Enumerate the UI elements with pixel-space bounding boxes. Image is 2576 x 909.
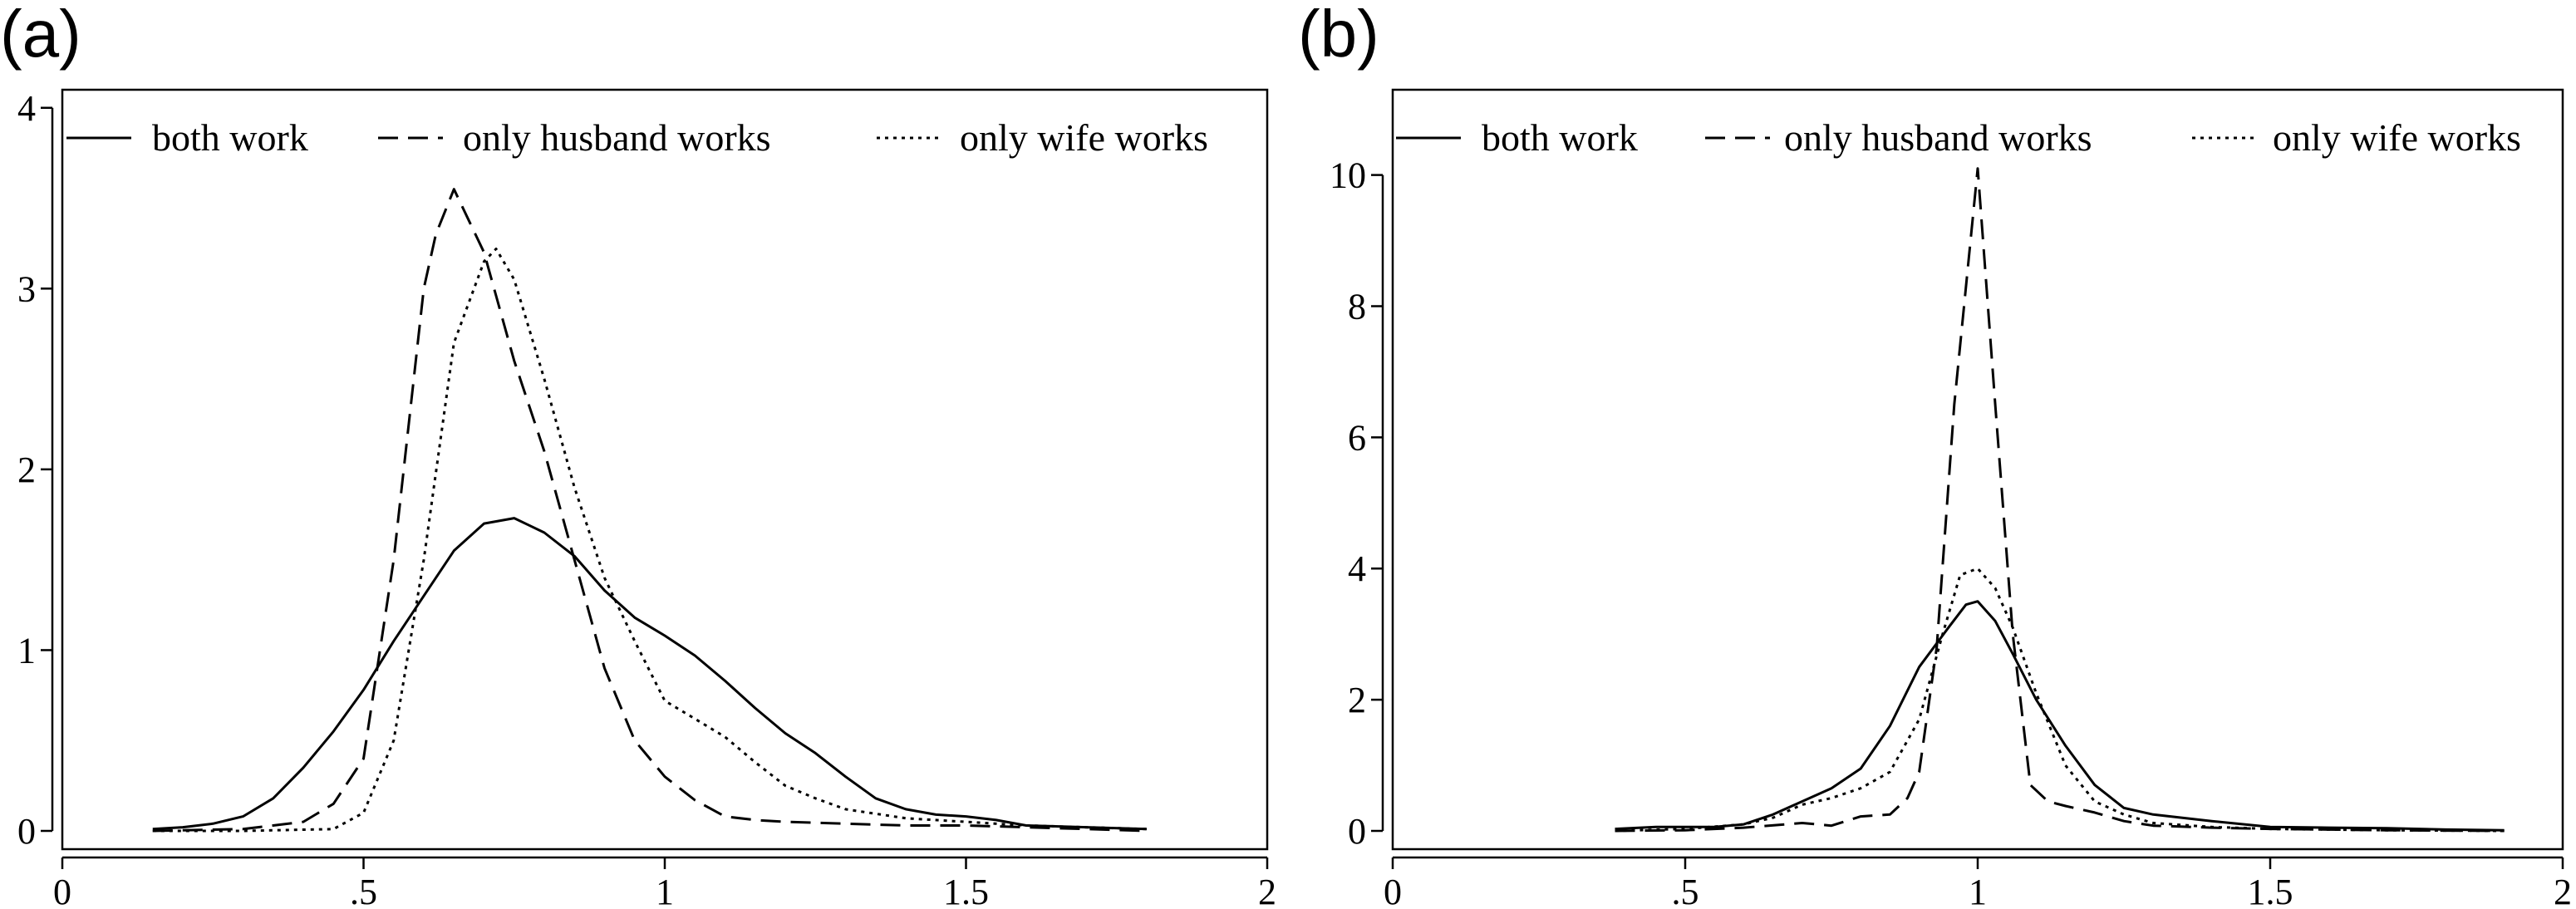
legend-label: both work xyxy=(1482,116,1638,159)
series-line-dotted xyxy=(1615,567,2505,833)
x-tick-label: 1.5 xyxy=(943,872,989,909)
y-tick-label: 0 xyxy=(1348,811,1366,852)
x-tick-label: .5 xyxy=(1672,872,1699,909)
series-line-dotted xyxy=(152,248,1148,833)
series-line-dashed xyxy=(152,188,1148,833)
series-line-solid xyxy=(152,517,1148,831)
x-tick-label: 1 xyxy=(1969,872,1987,909)
x-tick-label: .5 xyxy=(350,872,377,909)
y-tick-label: 2 xyxy=(17,450,36,490)
y-tick-label: 8 xyxy=(1348,286,1366,327)
series-line-solid xyxy=(1615,600,2505,832)
plot-frame xyxy=(1391,88,2564,851)
x-tick-label: 0 xyxy=(53,872,71,909)
y-tick-label: 2 xyxy=(1348,680,1366,720)
y-tick-label: 1 xyxy=(17,630,36,671)
series-line-dashed xyxy=(1615,167,2505,833)
plot-frame xyxy=(61,88,1269,851)
y-tick-label: 6 xyxy=(1348,417,1366,458)
x-tick-label: 2 xyxy=(1258,872,1276,909)
x-tick-label: 1.5 xyxy=(2248,872,2293,909)
y-tick-label: 0 xyxy=(17,811,36,852)
y-tick-label: 10 xyxy=(1330,155,1366,196)
x-tick-label: 2 xyxy=(2554,872,2572,909)
x-tick-label: 1 xyxy=(656,872,674,909)
legend-label: only husband works xyxy=(463,116,771,159)
panel-label: (b) xyxy=(1298,0,1379,71)
y-tick-label: 3 xyxy=(17,268,36,309)
panel-b: (b) 0 .5 1 1.5 2 0 2 4 6 8 10 both work only husband … xyxy=(1298,0,2572,909)
legend-label: only wife works xyxy=(960,116,1208,159)
panel-a: (a) 0 .5 1 1.5 2 0 1 2 3 4 both work only husband wo… xyxy=(0,0,1276,909)
panel-label: (a) xyxy=(0,0,81,71)
legend-label: only wife works xyxy=(2273,116,2521,159)
x-tick-label: 0 xyxy=(1384,872,1402,909)
y-tick-label: 4 xyxy=(17,88,36,129)
y-tick-label: 4 xyxy=(1348,548,1366,589)
legend-label: both work xyxy=(152,116,308,159)
legend-label: only husband works xyxy=(1784,116,2092,159)
